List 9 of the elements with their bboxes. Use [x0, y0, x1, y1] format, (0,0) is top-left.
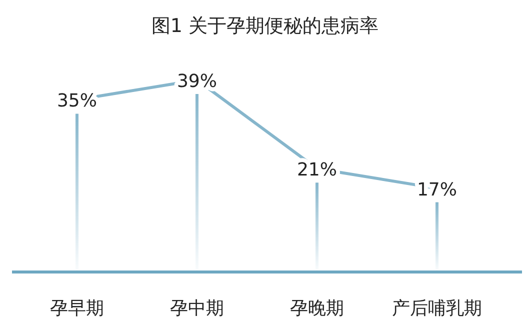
data-label: 35%: [56, 90, 98, 112]
x-tick-label: 产后哺乳期: [392, 298, 482, 318]
data-label: 17%: [416, 179, 458, 200]
x-tick-label: 孕晚期: [290, 298, 344, 318]
x-tick-label: 孕中期: [170, 298, 224, 318]
chart-title: 图1 关于孕期便秘的患病率: [151, 15, 379, 37]
data-label: 39%: [176, 71, 218, 92]
x-tick-label: 孕早期: [50, 298, 104, 318]
data-label: 21%: [296, 160, 338, 181]
